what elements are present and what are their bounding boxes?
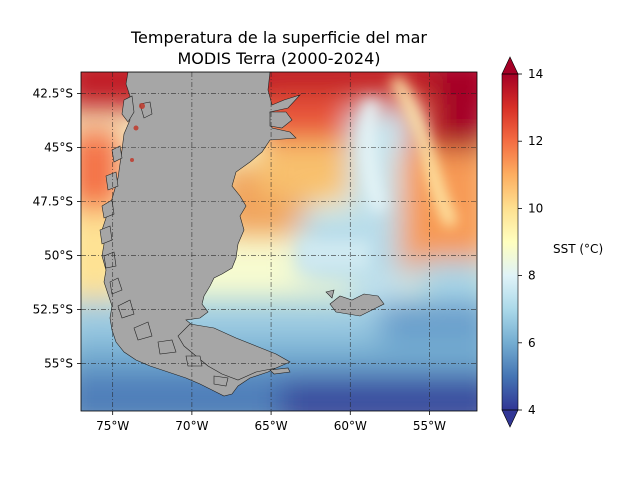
longitude-ticks: 75°W 70°W 65°W 60°W 55°W <box>96 411 446 433</box>
colorbar-label: SST (°C) <box>553 242 603 256</box>
colorbar-tick-label: 12 <box>528 134 543 148</box>
lon-tick-label: 65°W <box>255 419 288 433</box>
lon-tick-label: 75°W <box>96 419 129 433</box>
sst-map <box>81 72 477 411</box>
colorbar-tick-label: 10 <box>528 201 543 215</box>
colorbar-tick-label: 14 <box>528 67 543 81</box>
malvinas-islands <box>329 293 385 317</box>
colorbar-tick-label: 4 <box>528 403 536 417</box>
lat-tick-label: 50°S <box>44 249 73 263</box>
lon-tick-label: 70°W <box>175 419 208 433</box>
colorbar-gradient <box>502 74 518 410</box>
colorbar-tick-label: 6 <box>528 336 536 350</box>
latitude-ticks: 42.5°S 45°S 47.5°S 50°S 52.5°S 55°S <box>33 87 81 370</box>
colorbar-ticks: 4 6 8 10 12 14 <box>518 67 543 417</box>
land <box>99 72 385 397</box>
lon-tick-label: 60°W <box>334 419 367 433</box>
colorbar: 4 6 8 10 12 14 SST (°C) <box>501 56 603 428</box>
colorbar-tick-label: 8 <box>528 269 536 283</box>
gridlines <box>81 72 477 411</box>
colorbar-min-extension <box>501 409 519 428</box>
map-frame <box>80 71 478 412</box>
lat-tick-label: 47.5°S <box>33 195 73 209</box>
lat-tick-label: 52.5°S <box>33 303 73 317</box>
lon-tick-label: 55°W <box>413 419 446 433</box>
lat-tick-label: 45°S <box>44 141 73 155</box>
title-line-2: MODIS Terra (2000-2024) <box>177 49 380 68</box>
title-line-1: Temperatura de la superficie del mar <box>130 28 427 47</box>
colorbar-max-extension <box>501 56 519 75</box>
lat-tick-label: 55°S <box>44 356 73 370</box>
lat-tick-label: 42.5°S <box>33 87 73 101</box>
